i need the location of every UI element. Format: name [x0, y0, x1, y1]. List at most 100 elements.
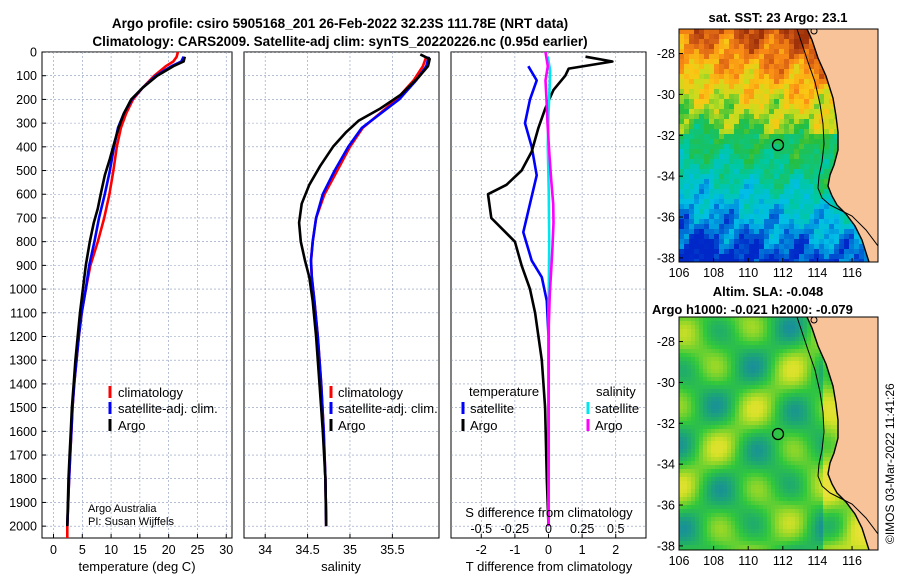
s-tick-label: 0.5: [607, 522, 624, 536]
sst-isobath: [796, 29, 878, 247]
salinity-legend: climatology satellite-adj. clim. Argo: [329, 385, 438, 433]
y-tick-label: 2000: [9, 520, 37, 534]
s-tick-label: 0: [545, 522, 552, 536]
difference-legend-salinity: salinity satellite Argo: [586, 384, 639, 433]
sla-land: [800, 317, 878, 550]
map-y-tick-label: -34: [657, 458, 675, 472]
series-line-argo: [66, 56, 187, 527]
y-tick-label: 600: [16, 188, 37, 202]
temperature-plot-frame: [41, 51, 233, 539]
y-tick-label: 1200: [9, 330, 37, 344]
y-tick-label: 100: [16, 69, 37, 83]
y-tick-label: 500: [16, 164, 37, 178]
map-x-tick-label: 114: [807, 554, 827, 568]
sla-coastline: [806, 317, 870, 550]
difference-top-axis-label: S difference from climatology: [465, 505, 633, 520]
y-tick-label: 1000: [9, 283, 37, 297]
x-tick-label: -1: [509, 543, 520, 557]
map-x-tick-label: 106: [669, 554, 690, 568]
series-line-argo: [297, 53, 431, 527]
figure-title-line2: Climatology: CARS2009. Satellite-adj cli…: [92, 34, 587, 49]
difference-legend-temperature: temperature satellite Argo: [461, 384, 539, 433]
credit-line1: Argo Australia: [88, 503, 157, 515]
map-x-tick-label: 116: [842, 554, 862, 568]
sla-argo-location-marker: [771, 427, 785, 441]
salinity-plot-frame: [243, 51, 440, 539]
legend-label-satellite: satellite-adj. clim.: [118, 401, 218, 416]
series-line-temperature-satellite: [522, 65, 550, 527]
y-tick-label: 1500: [9, 401, 37, 415]
temperature-legend: climatology satellite-adj. clim. Argo: [108, 385, 218, 433]
x-tick-label: 5: [79, 543, 86, 557]
series-line-satellite-adj-clim-: [309, 56, 431, 527]
salinity-x-axis-label: salinity: [321, 559, 361, 574]
legend-label-sal-satellite: satellite: [595, 401, 639, 416]
x-tick-label: 35.5: [380, 543, 404, 557]
legend-label-sal-argo: Argo: [595, 418, 622, 433]
x-tick-label: 0: [50, 543, 57, 557]
y-tick-label: 1700: [9, 449, 37, 463]
y-tick-label: 400: [16, 140, 37, 154]
sst-land: [800, 29, 878, 262]
x-tick-label: 35: [343, 543, 357, 557]
map-x-tick-label: 110: [738, 554, 758, 568]
x-tick-label: 30: [219, 543, 233, 557]
sla-map-title-line1: Altim. SLA: -0.048: [713, 284, 824, 299]
legend-label-argo: Argo: [118, 418, 145, 433]
sst-map-title: sat. SST: 23 Argo: 23.1: [709, 10, 848, 25]
map-y-tick-label: -32: [657, 417, 675, 431]
y-tick-label: 800: [16, 235, 37, 249]
map-x-tick-label: 116: [842, 266, 862, 280]
series-line-salinity-argo: [544, 52, 555, 527]
x-tick-label: 25: [191, 543, 205, 557]
legend-label-temp-argo: Argo: [470, 418, 497, 433]
y-tick-label: 900: [16, 259, 37, 273]
x-tick-label: 10: [104, 543, 118, 557]
y-tick-label: 1800: [9, 472, 37, 486]
x-tick-label: -2: [476, 543, 487, 557]
x-tick-label: 15: [133, 543, 147, 557]
map-x-tick-label: 110: [738, 266, 758, 280]
map-x-tick-label: 108: [703, 554, 724, 568]
map-y-tick-label: -38: [657, 539, 675, 553]
legend-label-satellite: satellite-adj. clim.: [338, 401, 438, 416]
series-line-temperature-argo: [486, 55, 614, 527]
map-y-tick-label: -34: [657, 170, 675, 184]
map-y-tick-label: -28: [657, 47, 675, 61]
y-tick-label: 200: [16, 93, 37, 107]
x-tick-label: 34: [258, 543, 272, 557]
y-tick-label: 1600: [9, 425, 37, 439]
map-x-tick-label: 108: [703, 266, 724, 280]
map-x-tick-label: 112: [773, 554, 793, 568]
y-tick-label: 300: [16, 117, 37, 131]
sst-map-panel: sat. SST: 23 Argo: 23.1 106 108 110 112 114 1…: [657, 10, 879, 280]
map-y-tick-label: -36: [657, 211, 675, 225]
map-y-tick-label: -30: [657, 88, 675, 102]
legend-label-climatology: climatology: [338, 385, 404, 400]
sla-map-title-line2: Argo h1000: -0.021 h2000: -0.079: [652, 302, 853, 317]
y-tick-label: 1900: [9, 496, 37, 510]
x-tick-label: 20: [162, 543, 176, 557]
legend-label-argo: Argo: [338, 418, 365, 433]
map-y-tick-label: -38: [657, 251, 675, 265]
y-tick-label: 0: [30, 46, 37, 60]
figure-title-line1: Argo profile: csiro 5905168_201 26-Feb-2…: [112, 16, 568, 31]
difference-x-axis-label: T difference from climatology: [466, 559, 633, 574]
y-tick-label: 1300: [9, 354, 37, 368]
map-y-tick-label: -36: [657, 499, 675, 513]
difference-panel: -2 -1 0 1 2 -0.5 -0.25 0 0.25 0.5 S difference f…: [450, 51, 647, 574]
sst-coastline: [806, 29, 870, 262]
x-tick-label: 0: [545, 543, 552, 557]
y-tick-label: 700: [16, 211, 37, 225]
legend-label-temp-satellite: satellite: [470, 401, 514, 416]
map-x-tick-label: 114: [807, 266, 827, 280]
sla-isobath: [796, 317, 878, 535]
sst-map-frame: [678, 28, 879, 263]
s-tick-label: 0.25: [570, 522, 594, 536]
salinity-panel: 34 34.5 35 35.5 salinity climatology satell…: [243, 51, 440, 574]
legend-title-salinity: salinity: [596, 384, 636, 399]
sla-map-frame: [678, 316, 879, 551]
map-y-tick-label: -32: [657, 129, 675, 143]
temperature-x-axis-label: temperature (deg C): [78, 559, 195, 574]
